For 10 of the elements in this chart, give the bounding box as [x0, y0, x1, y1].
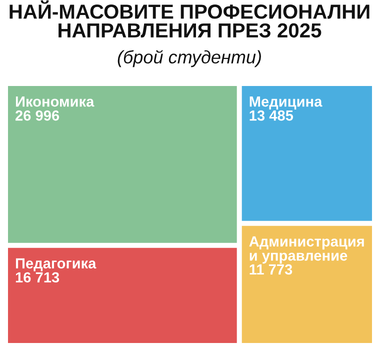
data-label: 11 773 — [250, 264, 292, 275]
category-label: Педагогика — [16, 258, 96, 272]
category-label: Икономика — [16, 96, 94, 107]
category-label: Администрация и управление — [249, 236, 364, 264]
data-label: 26 996 — [16, 110, 60, 121]
data-label: 16 713 — [16, 272, 60, 283]
data-label: 13 485 — [250, 110, 294, 121]
text: НАЙ-МАСОВИТЕ ПРОФЕСИОНАЛНИ НАПРАВЛЕНИЯ ПРЕЗ 2025 — [10, 0, 370, 38]
text: (брой студенти) — [118, 50, 261, 68]
category-label: Медицина — [250, 96, 322, 110]
